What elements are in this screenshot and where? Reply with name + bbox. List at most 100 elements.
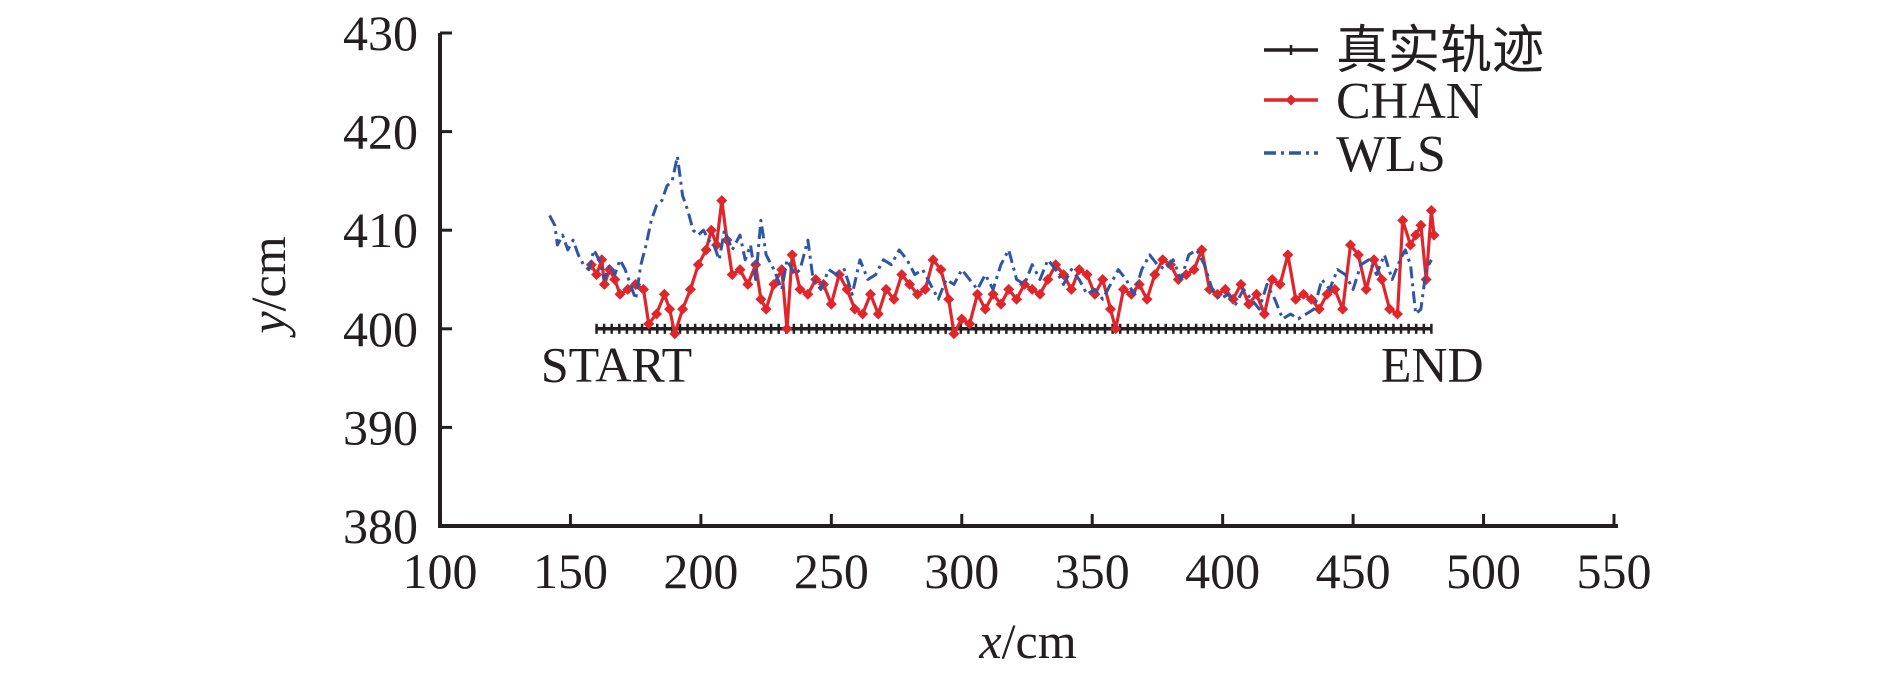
chan-point bbox=[935, 264, 947, 276]
chan-point bbox=[1251, 288, 1263, 300]
ticks-layer: 100 150 200 250 300 350 400 450 500 550 380 390 400 4… bbox=[343, 5, 1652, 599]
chan-point bbox=[1313, 303, 1325, 315]
chan-point bbox=[1081, 269, 1093, 281]
y-tick-label: 430 bbox=[343, 5, 418, 61]
y-tick-label: 390 bbox=[343, 399, 418, 455]
y-axis-title: y/cm bbox=[240, 236, 296, 338]
chan-point bbox=[1118, 283, 1130, 295]
chan-point bbox=[651, 308, 663, 320]
x-tick-label: 200 bbox=[663, 543, 738, 599]
chan-point bbox=[1298, 288, 1310, 300]
chan-point bbox=[1110, 323, 1122, 335]
chan-point bbox=[1003, 283, 1015, 295]
chan-point bbox=[956, 313, 968, 325]
chan-point bbox=[1157, 254, 1169, 266]
chan-point bbox=[598, 278, 610, 290]
chan-point bbox=[750, 259, 762, 271]
y-tick-label: 400 bbox=[343, 301, 418, 357]
chan-point bbox=[1337, 303, 1349, 315]
chan-point bbox=[810, 274, 822, 285]
chan-point bbox=[1352, 249, 1364, 261]
chan-point bbox=[1065, 283, 1077, 295]
chan-point bbox=[760, 303, 772, 315]
chan-point bbox=[1011, 293, 1023, 305]
x-tick-label: 300 bbox=[924, 543, 999, 599]
x-tick-label: 250 bbox=[794, 543, 869, 599]
chan-point bbox=[768, 278, 780, 290]
chan-point bbox=[1266, 274, 1278, 285]
chan-point bbox=[1397, 214, 1409, 226]
x-tick-label: 150 bbox=[533, 543, 608, 599]
chan-point bbox=[1073, 264, 1085, 276]
chan-point bbox=[971, 288, 983, 300]
chan-point bbox=[781, 323, 793, 335]
wls-line bbox=[548, 154, 1433, 321]
chan-point bbox=[591, 269, 603, 281]
chan-point bbox=[794, 283, 806, 295]
chan-point bbox=[1384, 303, 1396, 315]
end-label: END bbox=[1381, 336, 1484, 392]
chan-point bbox=[734, 264, 746, 276]
y-tick-label: 410 bbox=[343, 202, 418, 258]
chan-point bbox=[911, 288, 923, 300]
chan-point bbox=[880, 283, 892, 295]
annotation-layer: START END bbox=[541, 336, 1484, 392]
chan-point bbox=[964, 318, 976, 330]
chan-point bbox=[1097, 274, 1109, 285]
chan-point bbox=[987, 288, 999, 300]
chan-point bbox=[1391, 308, 1403, 320]
y-tick-label: 380 bbox=[343, 498, 418, 554]
chan-point bbox=[857, 308, 869, 320]
legend-label: CHAN bbox=[1336, 73, 1483, 130]
chan-point bbox=[1235, 278, 1247, 290]
chan-point bbox=[1243, 298, 1255, 310]
chan-point bbox=[849, 303, 861, 315]
y-tick-label: 420 bbox=[343, 104, 418, 160]
chan-point bbox=[888, 293, 900, 305]
chan-point bbox=[1428, 229, 1440, 241]
axes bbox=[438, 33, 1618, 528]
chan-point bbox=[1180, 269, 1192, 281]
chan-point bbox=[1360, 283, 1372, 295]
chan-point bbox=[995, 298, 1007, 310]
chan-point bbox=[802, 288, 814, 300]
chan-point bbox=[943, 293, 955, 305]
chan-point bbox=[1425, 204, 1437, 216]
legend-label: 真实轨迹 bbox=[1336, 23, 1544, 80]
legend-label: WLS bbox=[1336, 126, 1446, 183]
chan-point bbox=[1133, 278, 1145, 290]
chan-line bbox=[589, 199, 1436, 336]
chan-point bbox=[825, 298, 837, 310]
chan-point bbox=[716, 195, 728, 207]
chan-point bbox=[1042, 274, 1054, 285]
x-axis-title: x/cm bbox=[978, 613, 1076, 669]
chan-point bbox=[637, 283, 649, 295]
chan-point bbox=[1282, 249, 1294, 261]
chan-point bbox=[692, 259, 704, 271]
series-1 bbox=[585, 195, 1440, 340]
chan-point bbox=[669, 328, 681, 340]
x-tick-label: 450 bbox=[1316, 543, 1391, 599]
x-tick-label: 100 bbox=[403, 543, 478, 599]
chan-point bbox=[1104, 303, 1116, 315]
chan-point bbox=[1290, 293, 1302, 305]
start-label: START bbox=[541, 336, 692, 392]
chan-point bbox=[1410, 229, 1422, 241]
chan-point bbox=[1368, 254, 1380, 266]
chan-point bbox=[786, 249, 798, 261]
chan-point bbox=[904, 278, 916, 290]
chan-point bbox=[919, 283, 931, 295]
chan-point bbox=[1274, 278, 1286, 290]
legend-item-1: CHAN bbox=[1264, 73, 1483, 130]
legend-item-0: 真实轨迹 bbox=[1264, 23, 1544, 80]
chan-point bbox=[927, 254, 939, 266]
chan-point bbox=[658, 288, 670, 300]
chan-point bbox=[705, 224, 717, 236]
chan-point bbox=[742, 278, 754, 290]
chan-point bbox=[1034, 288, 1046, 300]
legend-item-2: WLS bbox=[1264, 126, 1446, 183]
x-tick-label: 400 bbox=[1185, 543, 1260, 599]
chan-point bbox=[609, 274, 621, 285]
chan-point bbox=[677, 303, 689, 315]
